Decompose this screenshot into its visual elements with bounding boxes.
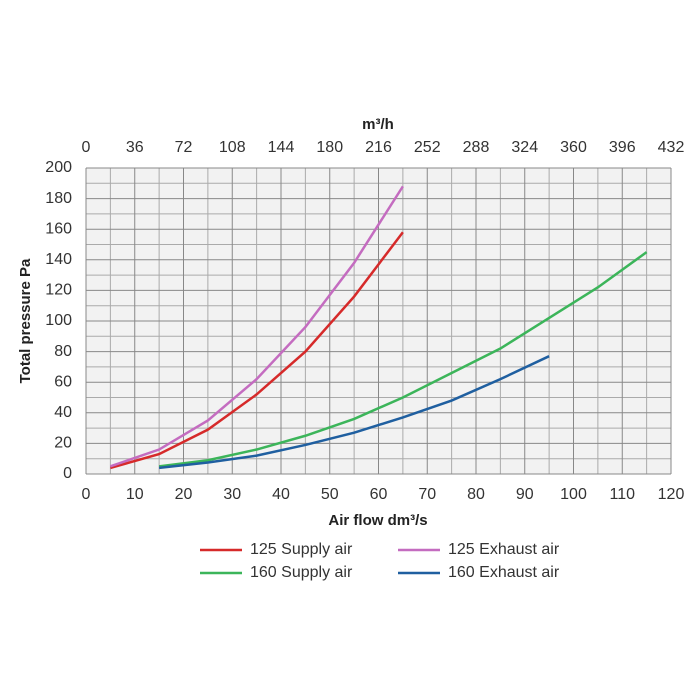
x-tick-label: 80 — [467, 486, 485, 503]
x-tick-label: 90 — [516, 486, 534, 503]
top-tick-label: 396 — [609, 139, 636, 156]
series-line — [158, 251, 648, 468]
y-tick-label: 80 — [54, 343, 72, 360]
top-axis-title: m³/h — [362, 116, 394, 133]
y-tick-label: 200 — [45, 159, 72, 176]
x-tick-label: 20 — [175, 486, 193, 503]
x-axis-title: Air flow dm³/s — [328, 512, 427, 529]
top-tick-label: 252 — [414, 139, 441, 156]
x-tick-label: 40 — [272, 486, 290, 503]
y-tick-label: 20 — [54, 435, 72, 452]
legend-label: 160 Supply air — [250, 564, 353, 581]
top-tick-label: 360 — [560, 139, 587, 156]
series-line — [109, 185, 404, 468]
x-tick-label: 70 — [418, 486, 436, 503]
top-tick-label: 0 — [82, 139, 91, 156]
top-tick-label: 144 — [268, 139, 295, 156]
y-axis-title: Total pressure Pa — [17, 258, 34, 383]
top-tick-label: 288 — [463, 139, 490, 156]
y-tick-label: 180 — [45, 190, 72, 207]
y-tick-label: 160 — [45, 220, 72, 237]
series-line — [158, 355, 550, 470]
legend-label: 160 Exhaust air — [448, 564, 560, 581]
y-tick-label: 100 — [45, 312, 72, 329]
x-tick-label: 0 — [82, 486, 91, 503]
x-tick-label: 60 — [370, 486, 388, 503]
x-tick-label: 10 — [126, 486, 144, 503]
x-tick-label: 50 — [321, 486, 339, 503]
x-tick-label: 100 — [560, 486, 587, 503]
legend-label: 125 Exhaust air — [448, 541, 560, 558]
legend-label: 125 Supply air — [250, 541, 353, 558]
y-tick-label: 0 — [63, 465, 72, 482]
series-line — [110, 231, 404, 470]
top-tick-label: 72 — [175, 139, 193, 156]
x-tick-label: 110 — [609, 486, 635, 503]
top-tick-label: 216 — [365, 139, 392, 156]
x-tick-label: 30 — [223, 486, 241, 503]
y-tick-label: 120 — [45, 282, 72, 299]
top-tick-label: 180 — [316, 139, 343, 156]
top-tick-label: 432 — [658, 139, 685, 156]
top-tick-label: 324 — [511, 139, 538, 156]
y-tick-label: 40 — [54, 404, 72, 421]
top-tick-label: 36 — [126, 139, 144, 156]
top-tick-label: 108 — [219, 139, 246, 156]
x-tick-label: 120 — [658, 486, 685, 503]
y-tick-label: 60 — [54, 373, 72, 390]
y-tick-label: 140 — [45, 251, 72, 268]
